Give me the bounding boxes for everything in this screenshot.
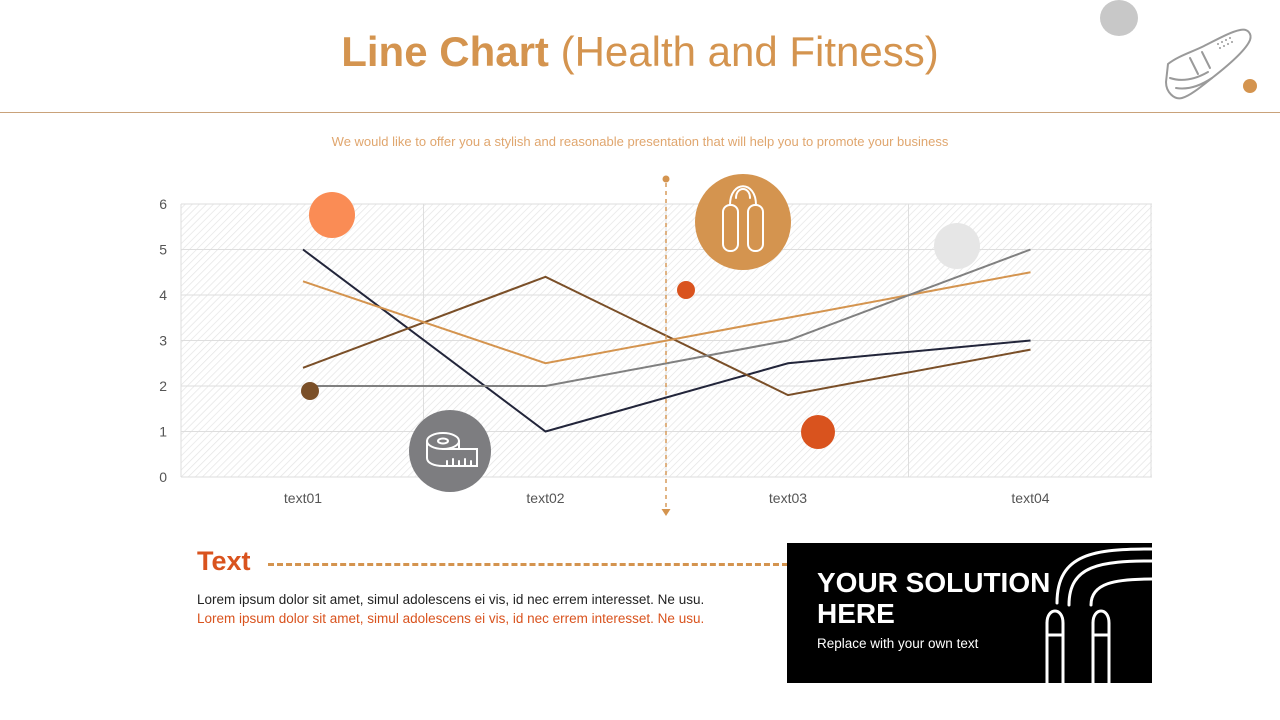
dashed-connector [268, 563, 788, 566]
text-heading: Text [197, 546, 251, 576]
series-lines [302, 248, 1031, 433]
x-tick-label: text02 [526, 490, 564, 506]
deco-circle-peach [309, 192, 355, 238]
vertical-marker [661, 175, 671, 516]
page-subtitle: We would like to offer you a stylish and… [331, 134, 949, 149]
y-tick-label: 4 [159, 287, 167, 303]
y-tick-label: 0 [159, 469, 167, 485]
jump-rope-icon [695, 174, 791, 270]
deco-circle-brown [301, 382, 319, 400]
y-tick-label: 1 [159, 424, 167, 440]
body-text-dark: Lorem ipsum dolor sit amet, simul adoles… [197, 592, 705, 607]
title-sub: (Health and Fitness) [560, 28, 939, 75]
y-axis-ticks: 0 1 2 3 4 5 6 [159, 196, 167, 485]
x-tick-label: text03 [769, 490, 807, 506]
deco-circle-red-large [801, 415, 835, 449]
title-main: Line Chart [341, 28, 549, 75]
y-tick-label: 2 [159, 378, 167, 394]
deco-circle-lightgray [934, 223, 980, 269]
deco-circle-gray [1100, 0, 1138, 36]
y-tick-label: 3 [159, 333, 167, 349]
header-divider [0, 112, 1280, 113]
x-tick-label: text04 [1011, 490, 1049, 506]
deco-circle-orange [1243, 79, 1257, 93]
series-line-1 [302, 248, 1031, 433]
y-tick-label: 6 [159, 196, 167, 212]
x-axis-ticks: text01 text02 text03 text04 [284, 490, 1050, 506]
sneaker-icon [1165, 28, 1252, 100]
deco-circle-red-small [677, 281, 695, 299]
solution-title: YOUR SOLUTION HERE [817, 567, 1051, 629]
body-text: Lorem ipsum dolor sit amet, simul adoles… [197, 590, 717, 628]
solution-box: YOUR SOLUTION HERE Replace with your own… [787, 543, 1152, 683]
x-tick-label: text01 [284, 490, 322, 506]
page-title: Line Chart (Health and Fitness) [0, 28, 1280, 76]
body-text-accent: Lorem ipsum dolor sit amet, simul adoles… [197, 611, 705, 626]
measuring-tape-icon [409, 410, 491, 492]
jump-rope-outline-icon [1045, 547, 1152, 683]
y-tick-label: 5 [159, 242, 167, 258]
series-line-4 [303, 248, 1031, 387]
solution-subtitle: Replace with your own text [817, 636, 979, 651]
